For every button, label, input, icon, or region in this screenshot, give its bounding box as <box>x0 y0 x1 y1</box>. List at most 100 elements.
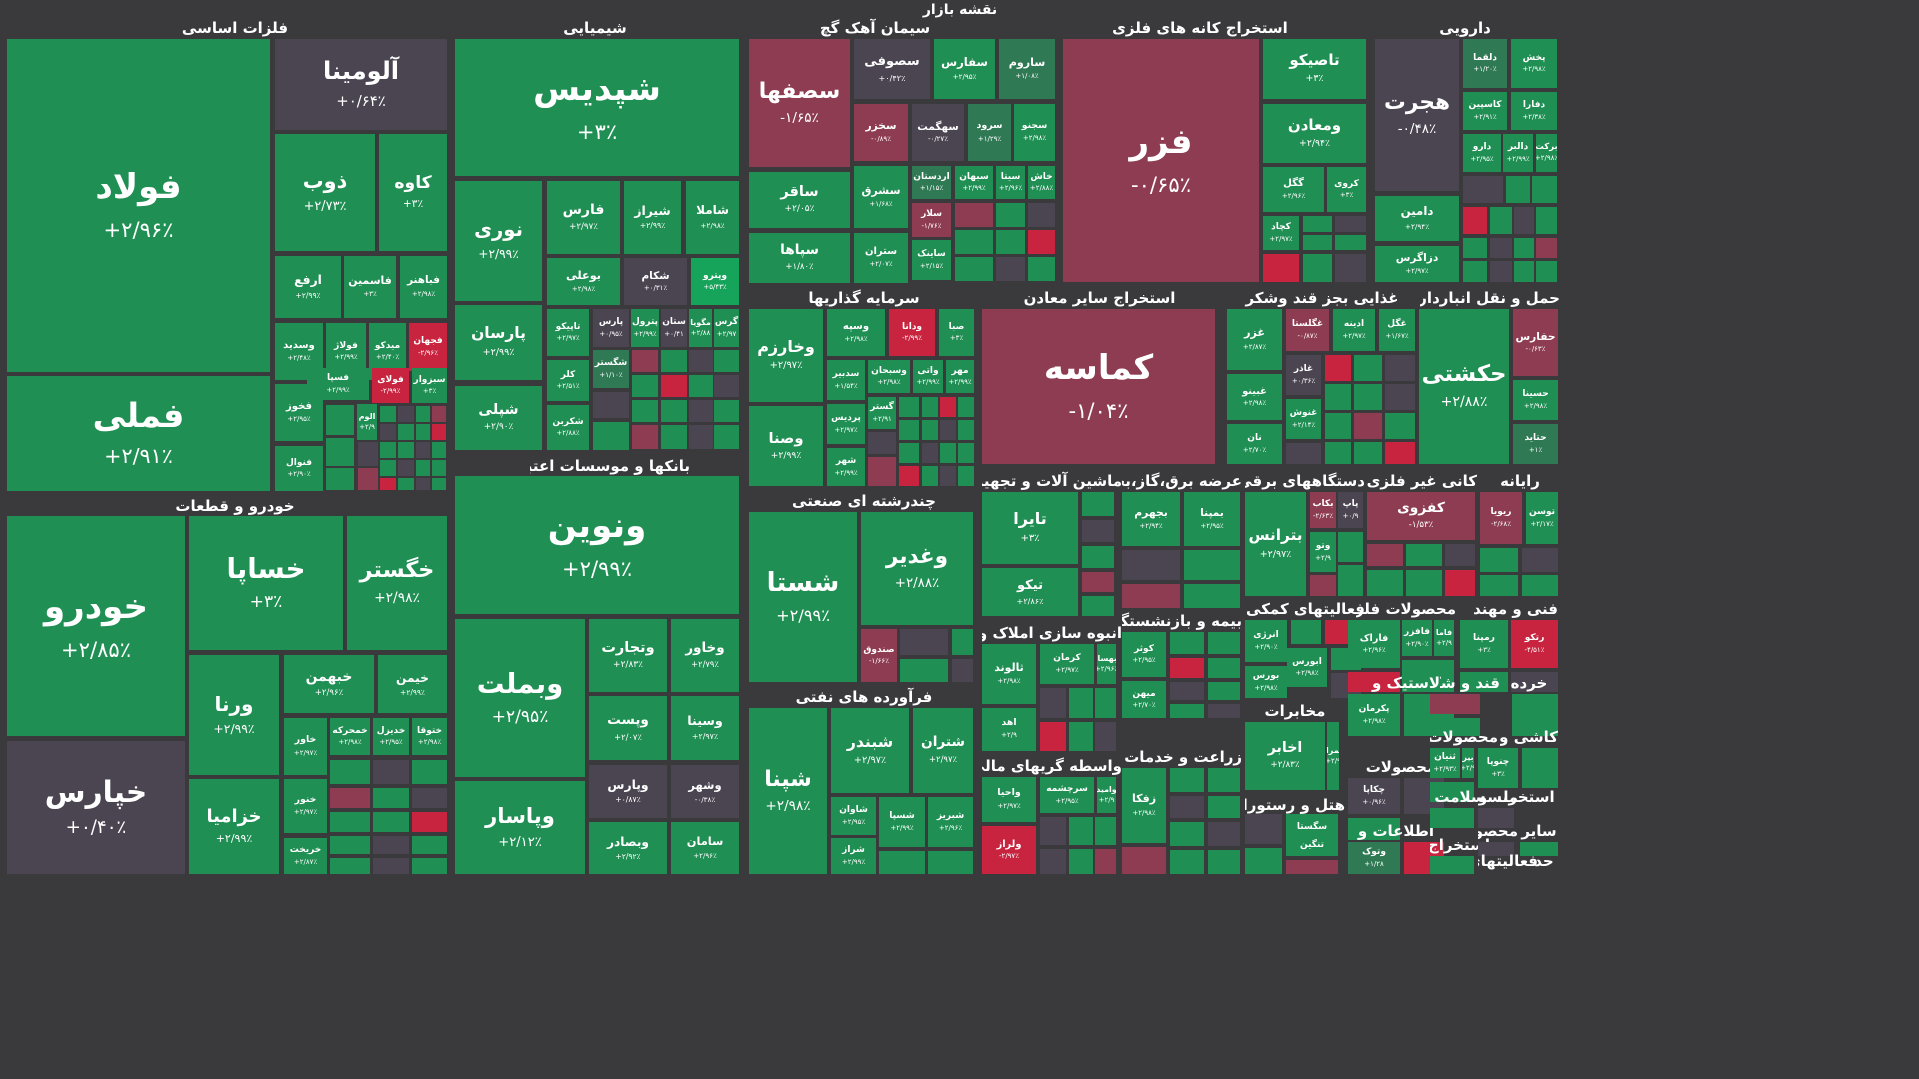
stock-tile[interactable]: صندوق -۱/۶۶٪ <box>861 629 897 682</box>
stock-tile[interactable]: چنوپا +۳٪ <box>1478 748 1518 788</box>
stock-tile[interactable]: هجرت -۰/۴۸٪ <box>1375 39 1459 191</box>
stock-tile[interactable]: همراه +۲/۹ <box>1327 722 1339 790</box>
stock-tile[interactable]: غنوش +۲/۱۴٪ <box>1286 399 1321 439</box>
stock-tile[interactable]: ستان +۰/۴۱ <box>661 309 687 347</box>
stock-tile[interactable]: تاپیکو +۲/۹۷٪ <box>547 309 589 356</box>
stock-tile[interactable]: کچاد +۲/۹۷٪ <box>1263 216 1299 250</box>
stock-tile[interactable]: سصفها -۱/۶۵٪ <box>749 39 850 167</box>
stock-tile[interactable]: غگل +۱/۶۷٪ <box>1379 309 1415 351</box>
stock-tile[interactable]: خگستر +۲/۹۸٪ <box>347 516 447 650</box>
stock-tile[interactable]: رمپنا +۳٪ <box>1460 620 1508 668</box>
stock-tile[interactable]: واحیا +۲/۹۷٪ <box>982 777 1036 822</box>
stock-tile[interactable]: تنگین <box>1286 834 1338 856</box>
stock-tile[interactable]: خبهمن +۲/۹۶٪ <box>284 655 374 713</box>
stock-tile[interactable]: خزامیا +۲/۹۹٪ <box>189 779 279 874</box>
stock-tile[interactable]: خساپا +۳٪ <box>189 516 343 650</box>
stock-tile[interactable]: حفارس -۰/۶۳٪ <box>1513 309 1558 376</box>
stock-tile[interactable]: شبندر +۲/۹۷٪ <box>831 708 909 793</box>
stock-tile[interactable]: وتجارت +۲/۸۳٪ <box>589 619 667 692</box>
stock-tile[interactable]: فافزر +۲/۹۰٪ <box>1402 620 1432 656</box>
stock-tile[interactable]: بیر +۲/۹ <box>1462 748 1474 778</box>
stock-tile[interactable]: سلار -۱/۷۶٪ <box>912 203 951 237</box>
stock-tile[interactable]: گرس +۲/۹۷ <box>714 309 739 347</box>
stock-tile[interactable]: فولای -۲/۹۹٪ <box>372 368 409 403</box>
stock-tile[interactable]: ذوب +۲/۷۳٪ <box>275 134 375 251</box>
stock-tile[interactable]: کاسپین +۲/۹۱٪ <box>1463 92 1507 130</box>
stock-tile[interactable]: خیمن +۲/۹۹٪ <box>378 655 447 713</box>
stock-tile[interactable]: غگلستا -۰/۸۷٪ <box>1286 309 1329 351</box>
stock-tile[interactable]: دامین +۲/۹۴٪ <box>1375 196 1459 241</box>
stock-tile[interactable]: بکاب -۲/۶۳٪ <box>1310 492 1336 528</box>
stock-tile[interactable]: ابورس +۲/۹۸٪ <box>1287 648 1327 687</box>
stock-tile[interactable]: ساقر +۲/۰۵٪ <box>749 172 850 228</box>
stock-tile[interactable]: غزر +۲/۸۷٪ <box>1227 309 1282 370</box>
stock-tile[interactable]: پارسان +۲/۹۹٪ <box>455 305 542 380</box>
stock-tile[interactable]: خاش +۲/۸۸٪ <box>1028 166 1055 199</box>
stock-tile[interactable]: ثبهساز +۲/۹۶٪ <box>1097 644 1116 684</box>
stock-tile[interactable]: سبزوار +۳٪ <box>412 368 447 403</box>
stock-tile[interactable]: ونوین +۲/۹۹٪ <box>455 476 739 614</box>
stock-tile[interactable]: سیتا +۲/۹۶٪ <box>996 166 1025 199</box>
stock-tile[interactable]: شکام +۰/۳۱٪ <box>624 258 687 305</box>
stock-tile[interactable]: شگستر +۱/۱۰٪ <box>593 350 629 388</box>
stock-tile[interactable]: وپارس +۰/۸۷٪ <box>589 765 667 818</box>
stock-tile[interactable]: شتران +۲/۹۷٪ <box>913 708 973 793</box>
stock-tile[interactable]: فارس +۲/۹۷٪ <box>547 181 620 254</box>
stock-tile[interactable]: آلومینا +۰/۶۴٪ <box>275 39 447 130</box>
stock-tile[interactable]: خپارس +۰/۴۰٪ <box>7 741 185 874</box>
stock-tile[interactable]: غبینو +۲/۹۸٪ <box>1227 374 1282 420</box>
stock-tile[interactable]: رتکو -۴/۵۱٪ <box>1511 620 1558 668</box>
stock-tile[interactable]: خمحرکه +۲/۹۸٪ <box>330 718 370 755</box>
stock-tile[interactable]: ورنا +۲/۹۹٪ <box>189 655 279 775</box>
stock-tile[interactable]: کوثر +۲/۹۵٪ <box>1122 632 1166 677</box>
stock-tile[interactable]: سرود +۱/۲۹٪ <box>968 104 1011 161</box>
stock-tile[interactable]: شاوان +۲/۹۵٪ <box>831 797 876 835</box>
stock-tile[interactable]: پترول +۲/۹۹٪ <box>631 309 659 347</box>
stock-tile[interactable]: زفکا +۲/۹۸٪ <box>1122 768 1166 843</box>
stock-tile[interactable]: سپاها +۱/۸۰٪ <box>749 233 850 283</box>
stock-tile[interactable]: ثالوند +۲/۹۸٪ <box>982 644 1036 704</box>
stock-tile[interactable]: ودانا -۲/۹۹٪ <box>889 309 935 356</box>
stock-tile[interactable]: وشهر -۰/۳۸٪ <box>671 765 739 818</box>
stock-tile[interactable]: توسن +۲/۱۷٪ <box>1526 492 1558 544</box>
stock-tile[interactable]: نوری +۲/۹۹٪ <box>455 181 542 301</box>
stock-tile[interactable]: گستر +۲/۹۱ <box>868 397 896 429</box>
stock-tile[interactable]: تیکو +۲/۸۶٪ <box>982 568 1078 616</box>
stock-tile[interactable]: سهگمت -۰/۲۷٪ <box>912 104 964 161</box>
stock-tile[interactable]: وسپه +۲/۹۸٪ <box>827 309 885 356</box>
stock-tile[interactable]: وپترو +۵/۴۳٪ <box>691 258 739 305</box>
stock-tile[interactable]: حکشتی +۲/۸۸٪ <box>1419 309 1509 464</box>
stock-tile[interactable]: حسینا +۲/۹۸٪ <box>1513 380 1558 420</box>
stock-tile[interactable]: وسبحان +۲/۹۸٪ <box>868 360 910 393</box>
stock-tile[interactable]: وبملت +۲/۹۵٪ <box>455 619 585 777</box>
stock-tile[interactable]: کماسه -۱/۰۴٪ <box>982 309 1215 464</box>
stock-tile[interactable]: فخوز +۲/۹۵٪ <box>275 384 323 441</box>
stock-tile[interactable]: وتوک +۱/۲۸ <box>1348 842 1400 874</box>
stock-tile[interactable]: وپست +۲/۰۷٪ <box>589 696 667 760</box>
stock-tile[interactable]: الوم +۲/۹ <box>357 404 377 440</box>
stock-tile[interactable]: سفارس +۲/۹۵٪ <box>934 39 995 99</box>
stock-tile[interactable]: شپدیس +۳٪ <box>455 39 739 176</box>
stock-tile[interactable]: دزاگرس +۲/۹۷٪ <box>1375 246 1459 282</box>
stock-tile[interactable]: اخابر +۲/۸۳٪ <box>1245 722 1325 790</box>
stock-tile[interactable]: کلر +۲/۵۱٪ <box>547 360 589 401</box>
stock-tile[interactable]: وامید +۲/۹ <box>1097 777 1116 813</box>
stock-tile[interactable]: سجنو +۲/۹۸٪ <box>1014 104 1055 161</box>
stock-tile[interactable]: شراز +۲/۹۹٪ <box>831 838 876 874</box>
stock-tile[interactable]: دارو +۲/۹۵٪ <box>1463 134 1501 172</box>
stock-tile[interactable]: خدیزل +۲/۹۵٪ <box>373 718 409 755</box>
stock-tile[interactable]: وپاسار +۲/۱۲٪ <box>455 781 585 874</box>
stock-tile[interactable]: خنور +۲/۹۷٪ <box>284 779 327 833</box>
stock-tile[interactable]: فجهان -۲/۹۶٪ <box>409 323 447 371</box>
stock-tile[interactable]: برکت +۲/۹۸٪ <box>1536 134 1557 172</box>
stock-tile[interactable]: حتاید +۱٪ <box>1513 424 1558 464</box>
stock-tile[interactable]: مهر +۲/۹۹٪ <box>946 360 974 393</box>
stock-tile[interactable]: بورس +۲/۹۸٪ <box>1245 666 1287 698</box>
stock-tile[interactable]: اردستان +۱/۱۵٪ <box>912 166 951 199</box>
stock-tile[interactable]: بمپنا +۲/۹۵٪ <box>1184 492 1240 546</box>
stock-tile[interactable]: فاسمین +۳٪ <box>344 256 396 318</box>
stock-tile[interactable]: ختوقا +۲/۹۸٪ <box>412 718 447 755</box>
stock-tile[interactable]: بوعلی +۲/۹۸٪ <box>547 258 620 305</box>
stock-tile[interactable]: کاوه +۳٪ <box>379 134 447 251</box>
stock-tile[interactable]: سصوفی +۰/۴۲٪ <box>854 39 930 99</box>
